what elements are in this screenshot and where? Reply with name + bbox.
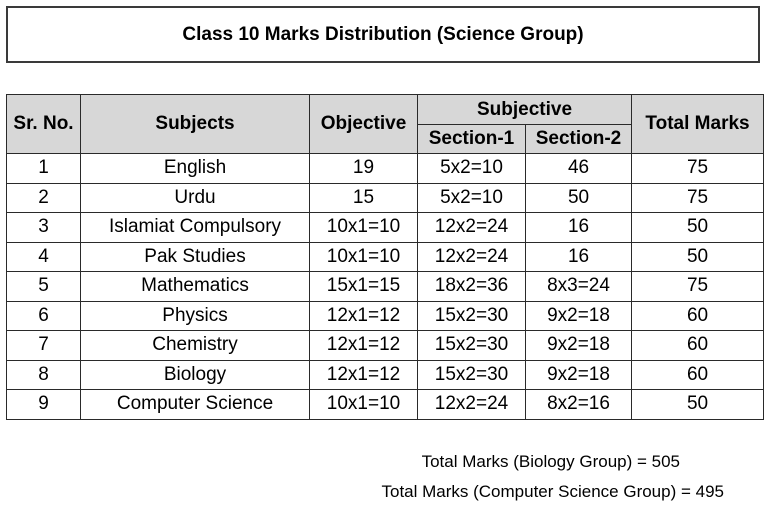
total-marks-cell: 60 xyxy=(631,359,765,390)
section-2-cell: 8x2=16 xyxy=(524,389,633,420)
total-marks-cell: 75 xyxy=(631,271,765,302)
page-title: Class 10 Marks Distribution (Science Gro… xyxy=(182,23,584,45)
objective-cell: 19 xyxy=(309,153,418,184)
header-objective: Objective xyxy=(309,94,418,154)
table-row: 2 Urdu 15 5x2=10 50 75 xyxy=(6,182,765,213)
section-1-cell: 5x2=10 xyxy=(417,182,526,213)
total-marks-cell: 75 xyxy=(631,153,765,184)
total-marks-cell: 75 xyxy=(631,182,765,213)
section-2-cell: 46 xyxy=(524,153,633,184)
table-row: 3 Islamiat Compulsory 10x1=10 12x2=24 16 50 xyxy=(6,212,765,243)
total-marks-cell: 60 xyxy=(631,330,765,361)
section-1-cell: 12x2=24 xyxy=(417,212,526,243)
header-section-2: Section-2 xyxy=(524,124,633,154)
header-subjective: Subjective xyxy=(416,94,633,125)
subject-cell: Pak Studies xyxy=(80,241,310,272)
header-subjects: Subjects xyxy=(80,94,310,154)
section-2-cell: 50 xyxy=(524,182,633,213)
section-1-cell: 15x2=30 xyxy=(417,359,526,390)
sr-no-cell: 7 xyxy=(6,330,81,361)
subject-cell: Physics xyxy=(80,300,310,331)
total-marks-cell: 60 xyxy=(631,300,765,331)
section-1-cell: 12x2=24 xyxy=(417,241,526,272)
title-box: Class 10 Marks Distribution (Science Gro… xyxy=(6,6,760,63)
table-row: 9 Computer Science 10x1=10 12x2=24 8x2=16 50 xyxy=(6,389,765,420)
sr-no-cell: 9 xyxy=(6,389,81,420)
header-sr-no: Sr. No. xyxy=(6,94,81,154)
section-2-cell: 16 xyxy=(524,212,633,243)
table-row: 7 Chemistry 12x1=12 15x2=30 9x2=18 60 xyxy=(6,330,765,361)
subject-cell: Computer Science xyxy=(80,389,310,420)
section-2-cell: 8x3=24 xyxy=(524,271,633,302)
objective-cell: 15x1=15 xyxy=(309,271,418,302)
cs-group-total: Total Marks (Computer Science Group) = 4… xyxy=(381,482,724,501)
subject-cell: Urdu xyxy=(80,182,310,213)
section-2-cell: 9x2=18 xyxy=(524,300,633,331)
sr-no-cell: 1 xyxy=(6,153,81,184)
objective-cell: 15 xyxy=(309,182,418,213)
section-2-cell: 9x2=18 xyxy=(524,330,633,361)
sr-no-cell: 5 xyxy=(6,271,81,302)
total-marks-cell: 50 xyxy=(631,389,765,420)
section-1-cell: 15x2=30 xyxy=(417,330,526,361)
sr-no-cell: 2 xyxy=(6,182,81,213)
table-row: 6 Physics 12x1=12 15x2=30 9x2=18 60 xyxy=(6,300,765,331)
biology-group-total: Total Marks (Biology Group) = 505 xyxy=(421,452,680,471)
subject-cell: English xyxy=(80,153,310,184)
header-total-marks: Total Marks xyxy=(631,94,765,154)
objective-cell: 10x1=10 xyxy=(309,241,418,272)
section-2-cell: 9x2=18 xyxy=(524,359,633,390)
section-1-cell: 12x2=24 xyxy=(417,389,526,420)
total-marks-cell: 50 xyxy=(631,212,765,243)
marks-table: Sr. No. Subjects Objective Subjective To… xyxy=(6,94,765,420)
sr-no-cell: 4 xyxy=(6,241,81,272)
subject-cell: Biology xyxy=(80,359,310,390)
sr-no-cell: 8 xyxy=(6,359,81,390)
objective-cell: 10x1=10 xyxy=(309,389,418,420)
objective-cell: 10x1=10 xyxy=(309,212,418,243)
header-section-1: Section-1 xyxy=(417,124,526,154)
objective-cell: 12x1=12 xyxy=(309,300,418,331)
table-row: 5 Mathematics 15x1=15 18x2=36 8x3=24 75 xyxy=(6,271,765,302)
section-1-cell: 5x2=10 xyxy=(417,153,526,184)
section-1-cell: 18x2=36 xyxy=(417,271,526,302)
section-1-cell: 15x2=30 xyxy=(417,300,526,331)
objective-cell: 12x1=12 xyxy=(309,330,418,361)
table-row: 4 Pak Studies 10x1=10 12x2=24 16 50 xyxy=(6,241,765,272)
total-marks-cell: 50 xyxy=(631,241,765,272)
table-row: 1 English 19 5x2=10 46 75 xyxy=(6,153,765,184)
section-2-cell: 16 xyxy=(524,241,633,272)
subject-cell: Chemistry xyxy=(80,330,310,361)
objective-cell: 12x1=12 xyxy=(309,359,418,390)
subject-cell: Mathematics xyxy=(80,271,310,302)
sr-no-cell: 6 xyxy=(6,300,81,331)
table-row: 8 Biology 12x1=12 15x2=30 9x2=18 60 xyxy=(6,359,765,390)
subject-cell: Islamiat Compulsory xyxy=(80,212,310,243)
sr-no-cell: 3 xyxy=(6,212,81,243)
table-body: 1 English 19 5x2=10 46 75 2 Urdu 15 5x2=10 50 75 3 Is… xyxy=(6,153,765,420)
